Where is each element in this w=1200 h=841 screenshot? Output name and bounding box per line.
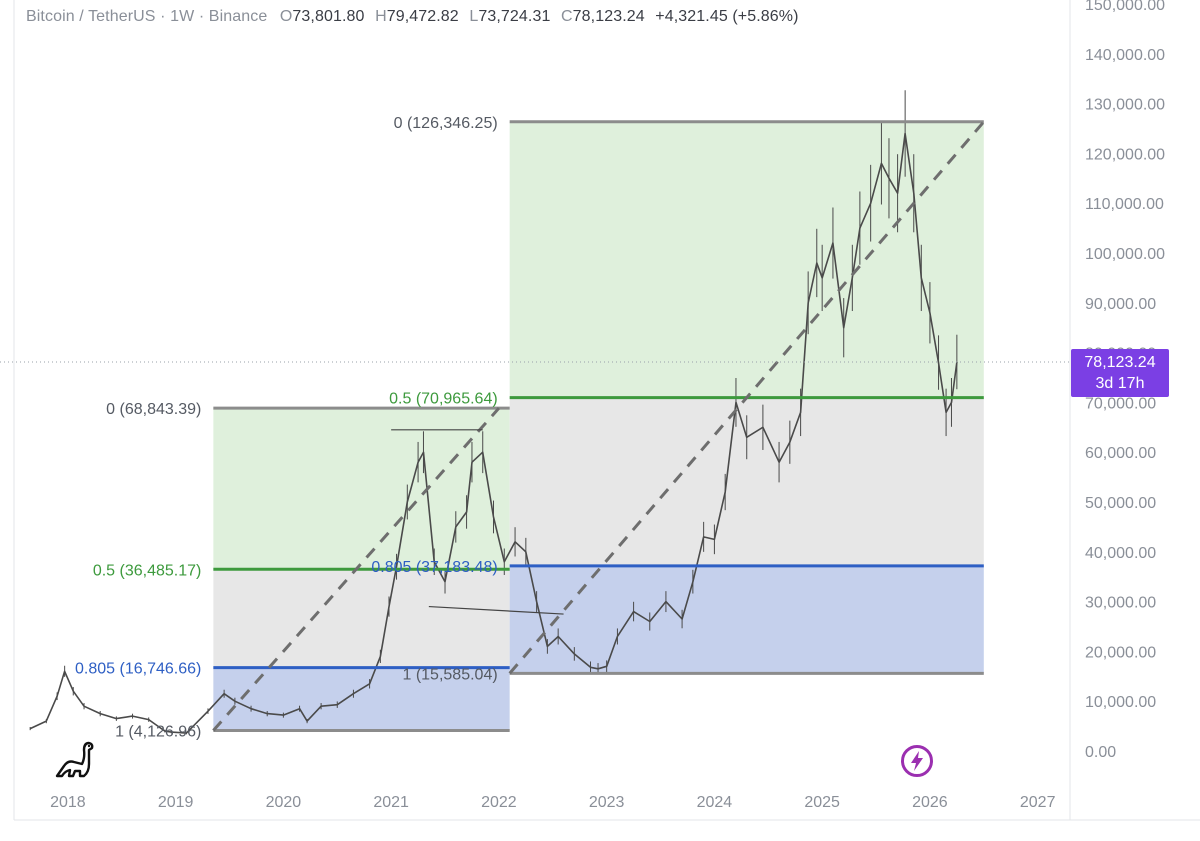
symbol-title[interactable]: Bitcoin / TetherUS · 1W · Binance bbox=[26, 8, 268, 25]
price-series bbox=[29, 90, 958, 735]
y-tick-label: 10,000.00 bbox=[1085, 694, 1156, 711]
open-label: O bbox=[279, 8, 293, 25]
price-line[interactable] bbox=[29, 132, 958, 734]
y-tick-label: 110,000.00 bbox=[1085, 196, 1164, 213]
y-tick-label: 30,000.00 bbox=[1085, 595, 1156, 612]
fib-zone-green bbox=[509, 121, 984, 398]
chart-legend: Bitcoin / TetherUS · 1W · Binance O73,80… bbox=[26, 8, 799, 26]
grid-lines bbox=[13, 0, 1200, 821]
y-tick-label: 120,000.00 bbox=[1085, 146, 1165, 163]
y-tick-label: 90,000.00 bbox=[1085, 296, 1156, 313]
fib-zone-gray bbox=[213, 569, 510, 668]
dashed-trend-line[interactable] bbox=[212, 407, 501, 732]
low-value: 73,724.31 bbox=[478, 8, 551, 25]
x-tick-label: 2024 bbox=[697, 794, 733, 811]
y-tick-label: 20,000.00 bbox=[1085, 644, 1156, 661]
fib-level-label: 1 (4,126.96) bbox=[115, 723, 201, 740]
fib-level-label: 0.805 (16,746.66) bbox=[75, 661, 201, 678]
last-price-value: 78,123.24 bbox=[1084, 354, 1156, 371]
high-value: 79,472.82 bbox=[386, 8, 459, 25]
fib-zone-green bbox=[213, 408, 510, 570]
lightning-bolt-icon[interactable] bbox=[900, 744, 934, 778]
bar-countdown: 3d 17h bbox=[1095, 375, 1145, 392]
x-tick-label: 2020 bbox=[266, 794, 302, 811]
x-tick-label: 2019 bbox=[158, 794, 194, 811]
x-tick-label: 2027 bbox=[1020, 794, 1056, 811]
dashed-trend-line[interactable] bbox=[508, 120, 985, 675]
horizontal-range-line[interactable] bbox=[428, 605, 564, 615]
fib-level-label: 0 (68,843.39) bbox=[106, 401, 201, 418]
y-tick-label: 50,000.00 bbox=[1085, 495, 1156, 512]
trend-lines bbox=[212, 120, 985, 732]
close-label: C bbox=[561, 8, 573, 25]
high-label: H bbox=[375, 8, 387, 25]
fib-labels: 0 (68,843.39) 0.5 (36,485.17) 0.805 (16,74… bbox=[75, 115, 498, 741]
y-tick-label: 140,000.00 bbox=[1085, 47, 1165, 64]
fib-level-label: 0.5 (36,485.17) bbox=[93, 562, 202, 579]
x-tick-label: 2022 bbox=[481, 794, 517, 811]
dinosaur-logo-icon[interactable] bbox=[54, 738, 96, 780]
last-price-tag: 78,123.24 3d 17h bbox=[1071, 349, 1169, 397]
x-tick-label: 2026 bbox=[912, 794, 948, 811]
fib-zones bbox=[213, 121, 984, 731]
fib-zone-blue bbox=[509, 565, 984, 674]
fib-level-label: 1 (15,585.04) bbox=[402, 666, 497, 683]
x-tick-label: 2021 bbox=[373, 794, 409, 811]
x-axis: 2018 2019 2020 2021 2022 2023 2024 2025 2026 2027 bbox=[50, 794, 1055, 811]
y-tick-label: 60,000.00 bbox=[1085, 445, 1156, 462]
fib-zone-blue bbox=[213, 667, 510, 731]
x-tick-label: 2023 bbox=[589, 794, 625, 811]
fib-level-label: 0.5 (70,965.64) bbox=[389, 391, 498, 408]
y-tick-label: 40,000.00 bbox=[1085, 545, 1156, 562]
y-tick-label: 130,000.00 bbox=[1085, 97, 1165, 114]
y-axis: 0.00 10,000.00 20,000.00 30,000.00 40,000.00… bbox=[1085, 0, 1165, 761]
fib-level-label: 0 (126,346.25) bbox=[394, 115, 498, 132]
y-tick-label: 150,000.00 bbox=[1085, 0, 1165, 14]
open-value: 73,801.80 bbox=[292, 8, 365, 25]
close-value: 78,123.24 bbox=[572, 8, 645, 25]
x-tick-label: 2025 bbox=[804, 794, 840, 811]
y-tick-label: 70,000.00 bbox=[1085, 395, 1156, 412]
fib-level-label: 0.805 (37,183.48) bbox=[371, 559, 497, 576]
y-tick-label: 0.00 bbox=[1085, 744, 1116, 761]
x-tick-label: 2018 bbox=[50, 794, 86, 811]
y-tick-label: 100,000.00 bbox=[1085, 246, 1165, 263]
low-label: L bbox=[469, 8, 479, 25]
change-value: +4,321.45 (+5.86%) bbox=[655, 8, 799, 25]
